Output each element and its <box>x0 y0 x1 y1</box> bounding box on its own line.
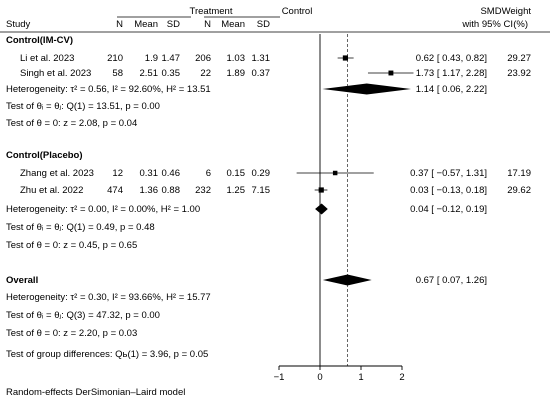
treatment-mean: 1.9 <box>145 53 158 64</box>
heterogeneity-stats: Heterogeneity: τ² = 0.00, I² = 0.00%, H²… <box>6 204 200 215</box>
overall-ci-text: 0.67 [ 0.07, 1.26] <box>416 275 487 286</box>
header-study: Study <box>6 19 31 30</box>
overall-heterogeneity: Heterogeneity: τ² = 0.30, I² = 93.66%, H… <box>6 292 211 303</box>
study-name: Li et al. 2023 <box>20 53 74 64</box>
overall-label: Overall <box>6 275 38 286</box>
control-mean: 1.03 <box>227 53 246 64</box>
header-treatment-mean: Mean <box>134 19 158 30</box>
treatment-sd: 1.47 <box>162 53 181 64</box>
x-axis-tick-label: −1 <box>274 372 285 383</box>
control-mean: 0.15 <box>227 168 246 179</box>
model-footnote: Random-effects DerSimonian–Laird model <box>6 387 185 398</box>
treatment-mean: 1.36 <box>140 185 159 196</box>
overall-effect-diamond <box>322 274 372 286</box>
treatment-n: 474 <box>107 185 123 196</box>
treatment-n: 12 <box>112 168 123 179</box>
study-weight: 23.92 <box>507 68 531 79</box>
header-weight: Weight <box>502 6 532 17</box>
pooled-ci-text: 1.14 [ 0.06, 2.22] <box>416 84 487 95</box>
header-weight-unit: (%) <box>513 19 528 30</box>
homogeneity-test: Test of θᵢ = θⱼ: Q(1) = 0.49, p = 0.48 <box>6 222 155 233</box>
study-weight: 29.62 <box>507 185 531 196</box>
header-treatment: Treatment <box>190 6 233 17</box>
control-n: 22 <box>200 68 211 79</box>
x-axis-tick-label: 1 <box>358 372 363 383</box>
zero-effect-test: Test of θ = 0: z = 2.08, p = 0.04 <box>6 118 137 129</box>
treatment-mean: 0.31 <box>140 168 159 179</box>
group-label: Control(Placebo) <box>6 150 83 161</box>
header-treatment-n: N <box>116 19 123 30</box>
study-name: Zhang et al. 2023 <box>20 168 94 179</box>
header-control-n: N <box>204 19 211 30</box>
header-control-sd: SD <box>257 19 270 30</box>
treatment-sd: 0.35 <box>162 68 181 79</box>
treatment-sd: 0.88 <box>162 185 181 196</box>
heterogeneity-stats: Heterogeneity: τ² = 0.56, I² = 92.60%, H… <box>6 84 211 95</box>
header-treatment-sd: SD <box>167 19 180 30</box>
study-weight: 17.19 <box>507 168 531 179</box>
study-effect-marker <box>342 55 349 61</box>
treatment-mean: 2.51 <box>140 68 159 79</box>
study-ci-text: 0.37 [ −0.57, 1.31] <box>410 168 487 179</box>
control-n: 6 <box>206 168 211 179</box>
treatment-sd: 0.46 <box>162 168 181 179</box>
control-sd: 7.15 <box>252 185 271 196</box>
study-ci-text: 0.03 [ −0.13, 0.18] <box>410 185 487 196</box>
study-weight: 29.27 <box>507 53 531 64</box>
pooled-effect-diamond <box>315 203 328 215</box>
control-mean: 1.89 <box>227 68 246 79</box>
header-smd: SMD <box>480 6 501 17</box>
treatment-n: 58 <box>112 68 123 79</box>
x-axis-tick-label: 0 <box>317 372 322 383</box>
study-effect-marker <box>388 70 394 76</box>
study-effect-marker <box>318 187 324 193</box>
study-name: Singh et al. 2023 <box>20 68 91 79</box>
pooled-effect-diamond <box>322 83 412 95</box>
header-control-mean: Mean <box>221 19 245 30</box>
study-effect-marker <box>332 170 338 176</box>
header-ci: with 95% CI <box>461 19 513 30</box>
overall-zero-effect-test: Test of θ = 0: z = 2.20, p = 0.03 <box>6 328 137 339</box>
group-label: Control(IM-CV) <box>6 35 73 46</box>
control-n: 206 <box>195 53 211 64</box>
control-sd: 1.31 <box>252 53 271 64</box>
treatment-n: 210 <box>107 53 123 64</box>
x-axis-tick-label: 2 <box>399 372 404 383</box>
control-n: 232 <box>195 185 211 196</box>
overall-homogeneity-test: Test of θᵢ = θⱼ: Q(3) = 47.32, p = 0.00 <box>6 310 160 321</box>
control-sd: 0.37 <box>252 68 271 79</box>
pooled-ci-text: 0.04 [ −0.12, 0.19] <box>410 204 487 215</box>
study-ci-text: 1.73 [ 1.17, 2.28] <box>416 68 487 79</box>
homogeneity-test: Test of θᵢ = θⱼ: Q(1) = 13.51, p = 0.00 <box>6 101 160 112</box>
zero-effect-test: Test of θ = 0: z = 0.45, p = 0.65 <box>6 240 137 251</box>
study-name: Zhu et al. 2022 <box>20 185 83 196</box>
group-difference-test: Test of group differences: Qь(1) = 3.96,… <box>6 349 208 360</box>
control-sd: 0.29 <box>252 168 271 179</box>
header-control: Control <box>282 6 313 17</box>
study-ci-text: 0.62 [ 0.43, 0.82] <box>416 53 487 64</box>
control-mean: 1.25 <box>227 185 246 196</box>
